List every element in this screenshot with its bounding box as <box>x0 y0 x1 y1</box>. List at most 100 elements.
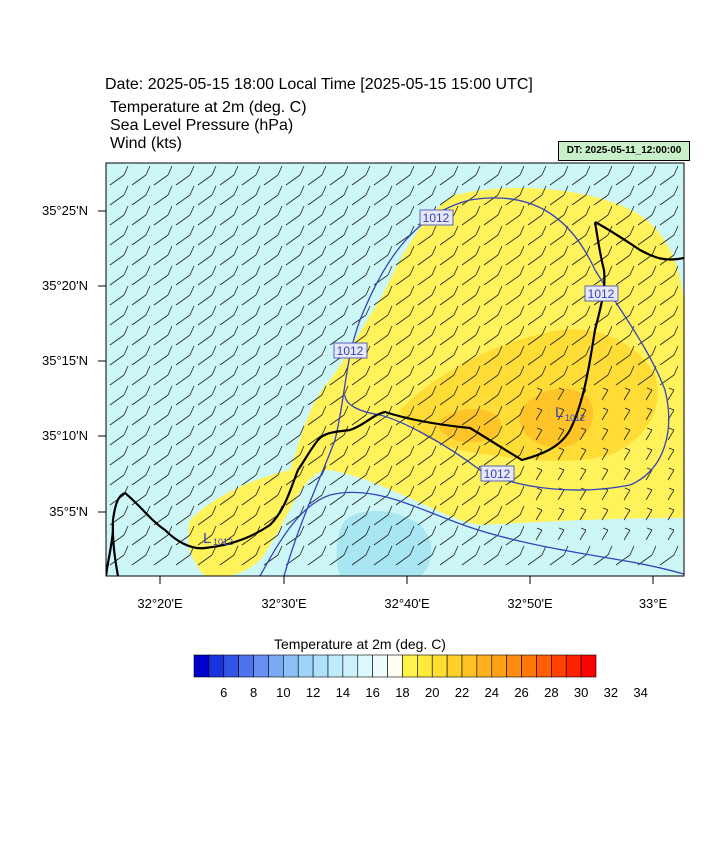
wind-barb <box>285 445 305 466</box>
isobar-label: 1012 <box>484 467 511 481</box>
wind-barb <box>557 447 565 461</box>
plot-frame <box>105 162 685 577</box>
wind-barb <box>219 165 239 186</box>
wind-barb <box>351 425 371 446</box>
wind-barb <box>483 405 503 426</box>
wind-barb <box>373 385 393 406</box>
isobar-labels: 1012 1012 1012 1012 <box>333 209 619 482</box>
wind-barb <box>285 165 305 186</box>
wind-barb <box>579 427 587 441</box>
wind-barb <box>219 505 239 526</box>
wind-barb <box>571 545 591 566</box>
colorbar-swatch <box>372 654 388 678</box>
wind-barb <box>329 185 349 206</box>
wind-barb <box>615 245 635 266</box>
wind-barb <box>417 265 437 286</box>
wind-barb <box>351 365 371 386</box>
wind-barb <box>659 285 679 306</box>
wind-barb <box>557 507 565 521</box>
wind-barb <box>175 245 195 266</box>
colorbar-label: 34 <box>633 685 647 700</box>
colorbar-label: 12 <box>306 685 320 700</box>
wind-barb <box>549 285 569 306</box>
wind-barb <box>329 325 349 346</box>
wind-barb <box>329 225 349 246</box>
colorbar-label: 14 <box>336 685 350 700</box>
wind-barb <box>285 305 305 326</box>
wind-barb <box>351 285 371 306</box>
wind-barb <box>131 525 151 546</box>
wind-barb <box>505 265 525 286</box>
wind-barb <box>527 305 547 326</box>
colorbar-title: Temperature at 2m (deg. C) <box>274 636 446 652</box>
wind-barb <box>109 385 129 406</box>
wind-barb <box>439 485 459 506</box>
wind-barb <box>645 447 653 461</box>
wind-barb <box>439 165 459 186</box>
wind-barb <box>439 265 459 286</box>
wind-barb <box>417 365 437 386</box>
wind-barb <box>373 285 393 306</box>
wind-barb <box>417 545 437 566</box>
field-wind-label: Wind (kts) <box>110 135 182 152</box>
wind-barb <box>109 265 129 286</box>
wind-barb <box>373 185 393 206</box>
wind-barb <box>241 425 261 446</box>
wind-barb <box>637 285 657 306</box>
wind-barb <box>571 325 591 346</box>
wind-barb <box>153 185 173 206</box>
wind-barb <box>461 305 481 326</box>
wind-barb <box>439 225 459 246</box>
wind-barb <box>285 505 305 526</box>
lat-label: 35°20'N <box>42 278 88 293</box>
wind-barb <box>175 205 195 226</box>
wind-barb <box>557 407 565 421</box>
wind-barb <box>241 405 261 426</box>
wind-barb <box>645 527 653 541</box>
wind-barb <box>527 225 547 246</box>
wind-barb <box>505 425 525 446</box>
wind-barb <box>219 225 239 246</box>
wind-barb <box>131 365 151 386</box>
wind-barb <box>659 545 679 566</box>
wind-barb <box>219 325 239 346</box>
wind-barb <box>263 545 283 566</box>
wind-barb <box>483 225 503 246</box>
wind-barb <box>571 185 591 206</box>
colorbar-label: 6 <box>220 685 227 700</box>
colorbar-label: 10 <box>276 685 290 700</box>
wind-barb <box>483 325 503 346</box>
wind-barb <box>175 345 195 366</box>
wind-barb <box>219 205 239 226</box>
wind-barb <box>153 545 173 566</box>
wind-barb <box>615 205 635 226</box>
wind-barb <box>241 285 261 306</box>
wind-barb <box>307 285 327 306</box>
wind-barb <box>461 245 481 266</box>
field-pressure-label: Sea Level Pressure (hPa) <box>110 117 294 134</box>
wind-barb <box>417 165 437 186</box>
wind-barb <box>329 165 349 186</box>
wind-barb <box>579 447 587 461</box>
wind-barb <box>307 205 327 226</box>
wind-barb <box>175 405 195 426</box>
lon-label: 32°50'E <box>507 596 553 611</box>
wind-barb <box>241 245 261 266</box>
wind-barb <box>263 265 283 286</box>
wind-barb <box>535 467 543 481</box>
wind-barb <box>153 465 173 486</box>
wind-barb <box>505 365 525 386</box>
colorbar-label: 26 <box>514 685 528 700</box>
wind-barb <box>219 485 239 506</box>
wind-barb <box>131 385 151 406</box>
wind-barb <box>439 465 459 486</box>
wind-barb <box>659 165 679 186</box>
wind-barb <box>579 407 587 421</box>
wind-barb <box>645 387 653 401</box>
wind-barb <box>557 387 565 401</box>
wind-barb <box>623 507 631 521</box>
wind-barb <box>153 325 173 346</box>
wind-barb <box>645 427 653 441</box>
wind-barb <box>637 325 657 346</box>
wind-barb <box>307 265 327 286</box>
